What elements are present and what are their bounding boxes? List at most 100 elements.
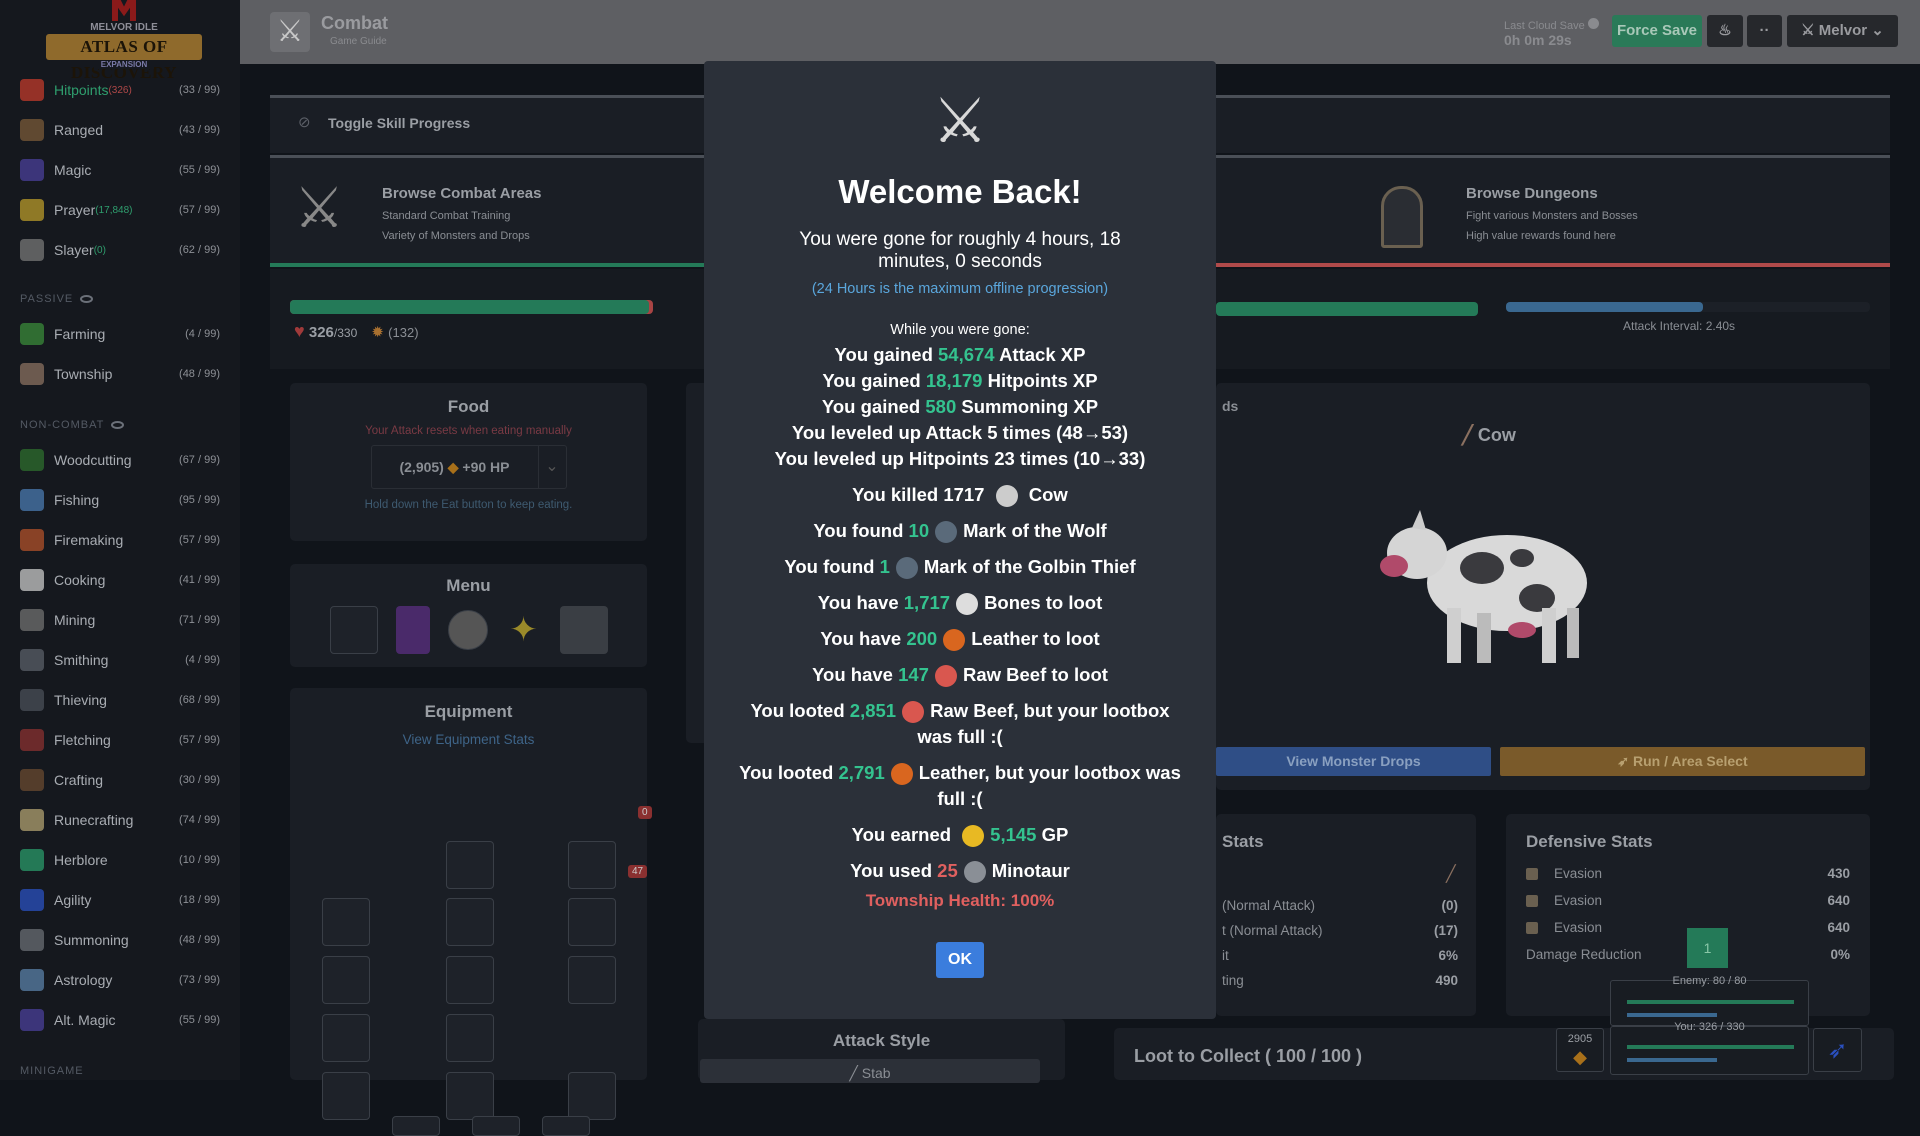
sidebar-item-label: Smithing [54,652,109,668]
equipment-slot[interactable] [392,1116,440,1136]
ok-button[interactable]: OK [936,942,984,978]
sidebar-item-fishing[interactable]: Fishing (95 / 99) [20,485,220,515]
sidebar-item-astrology[interactable]: Astrology (73 / 99) [20,965,220,995]
attack-style-stab-button[interactable]: ╱ Stab [700,1059,1040,1083]
force-save-button[interactable]: Force Save [1612,15,1702,47]
sidebar-section-passive_title: PASSIVE [20,293,94,305]
areas-title: Browse Combat Areas [382,185,542,202]
browse-dungeons[interactable]: Browse Dungeons Fight various Monsters a… [1216,155,1890,267]
sidebar-item-label: Fletching [54,732,111,748]
sidebar-item-label: Prayer [54,202,96,218]
equipment-slot[interactable] [446,1072,494,1120]
equipment-slot[interactable] [568,898,616,946]
sidebar-item-prayer[interactable]: Prayer (17,848) (57 / 99) [20,195,220,225]
summary-text: Raw Beef to loot [962,664,1108,685]
summary-text: Cow [1023,484,1068,505]
summary-text: You have [817,592,904,613]
sidebar-item-herblore[interactable]: Herblore (10 / 99) [20,845,220,875]
view-monster-drops-button[interactable]: View Monster Drops [1216,747,1491,776]
equipment-slot[interactable] [446,841,494,889]
equipment-menu-icon[interactable] [329,606,378,654]
defensive-stat-label: Evasion [1554,920,1603,935]
while-gone-label: While you were gone: [890,322,1030,338]
prayer-orb-icon[interactable] [447,610,488,650]
eat-button[interactable]: (2,905) ◆ +90 HP [372,459,538,476]
eye-icon[interactable] [80,295,94,304]
equipment-slot[interactable] [568,956,616,1004]
sidebar-item-firemaking[interactable]: Firemaking (57 / 99) [20,525,220,555]
page-title: Combat [321,13,388,33]
equipment-slot[interactable] [322,956,370,1004]
more-button[interactable]: ·· [1747,15,1782,47]
sidebar-item-altmagic[interactable]: Alt. Magic (55 / 99) [20,1005,220,1035]
browse-combat-areas[interactable]: ⚔ Browse Combat Areas Standard Combat Tr… [270,155,704,267]
enemy-name-text: Cow [1477,425,1516,445]
sidebar-section-noncombat_title: NON-COMBAT [20,419,125,431]
summary-text: You gained [822,370,926,391]
equipment-slot[interactable] [568,841,616,889]
sidebar-item-thieving[interactable]: Thieving (68 / 99) [20,685,220,715]
sidebar-item-label: Fishing [54,492,100,508]
sidebar-item-level: (57 / 99) [179,534,220,546]
equipment-slot[interactable] [446,898,494,946]
equipment-slot[interactable] [322,898,370,946]
sidebar-item-magic[interactable]: Magic (55 / 99) [20,155,220,185]
equipment-slot[interactable] [446,1014,494,1062]
sidebar-item-mining[interactable]: Mining (71 / 99) [20,605,220,635]
food-heal: +90 HP [462,458,510,475]
sidebar-item-ranged[interactable]: Ranged (43 / 99) [20,115,220,145]
sidebar-item-crafting[interactable]: Crafting (30 / 99) [20,765,220,795]
sidebar-item-level: (30 / 99) [179,774,220,786]
food-select[interactable]: (2,905) ◆ +90 HP ⌄ [370,445,567,489]
sidebar-item-runecrafting[interactable]: Runecrafting (74 / 99) [20,805,220,835]
equipment-slot[interactable] [322,1014,370,1062]
sparkle-icon[interactable]: ✦ [509,611,538,649]
sidebar-item-summoning[interactable]: Summoning (48 / 99) [20,925,220,955]
summoning-wolf-icon[interactable] [559,606,608,654]
equipment-slot[interactable] [446,956,494,1004]
defensive-stat-value: 430 [1827,866,1850,881]
crossed-swords-icon: ⚔ [932,87,988,156]
quick-eat-button[interactable]: 2905 ◆ [1556,1028,1604,1072]
modal-summary-line: You looted 2,791 Leather, but your lootbo… [734,760,1186,812]
attack-style-label: Stab [861,1065,891,1081]
equipment-slot[interactable] [568,1072,616,1120]
welcome-back-modal: ⚔ Welcome Back! You were gone for roughl… [704,61,1216,1019]
sidebar-item-township[interactable]: Township (48 / 99) [20,359,220,389]
offensive-stat-label: (Normal Attack) [1222,898,1316,913]
sidebar-item-farming[interactable]: Farming (4 / 99) [20,319,220,349]
view-equipment-stats-link[interactable]: View Equipment Stats [402,732,535,747]
sidebar-item-smithing[interactable]: Smithing (4 / 99) [20,645,220,675]
game-guide-link[interactable]: Game Guide [330,36,387,47]
run-area-select-button[interactable]: ➶ Run / Area Select [1500,747,1865,776]
offensive-stat-value: 490 [1435,973,1458,988]
sidebar-item-woodcutting[interactable]: Woodcutting (67 / 99) [20,445,220,475]
summary-text: Leather to loot [971,628,1100,649]
sidebar-item-agility[interactable]: Agility (18 / 99) [20,885,220,915]
character-select-button[interactable]: ⚔ Melvor ⌄ [1787,15,1898,47]
equipment-slot[interactable] [322,1072,370,1120]
chevron-down-icon[interactable]: ⌄ [537,446,566,488]
summary-text: 580 [925,396,957,417]
eye-icon[interactable] [111,421,125,430]
eye-slash-icon: ⊘ [298,114,311,131]
equipment-slot[interactable] [542,1116,590,1136]
modal-summary-line: You found 1 Mark of the Golbin Thief [734,554,1186,580]
help-icon[interactable] [1587,18,1599,29]
sidebar-item-hitpoints[interactable]: Hitpoints (326) (33 / 99) [20,75,220,105]
summary-text: 2,791 [838,762,885,783]
potion-button[interactable]: ♨ [1707,15,1743,47]
sidebar-item-slayer[interactable]: Slayer (0) (62 / 99) [20,235,220,265]
fish-icon [20,489,44,511]
sidebar-item-fletching[interactable]: Fletching (57 / 99) [20,725,220,755]
sidebar-item-level: (43 / 99) [179,124,220,136]
fire-icon [20,529,44,551]
equipment-slot[interactable] [472,1116,520,1136]
sidebar-item-cooking[interactable]: Cooking (41 / 99) [20,565,220,595]
sidebar-item-label: Herblore [54,852,108,868]
run-button[interactable]: ➶ [1813,1028,1862,1072]
quick-eat-qty: 2905 [1567,1033,1593,1045]
melvor-logo[interactable]: MELVOR IDLE ATLAS OF DISCOVERY EXPANSION [44,0,204,82]
defensive-stat-label: Damage Reduction [1526,947,1642,962]
spellbook-icon[interactable] [395,606,430,654]
